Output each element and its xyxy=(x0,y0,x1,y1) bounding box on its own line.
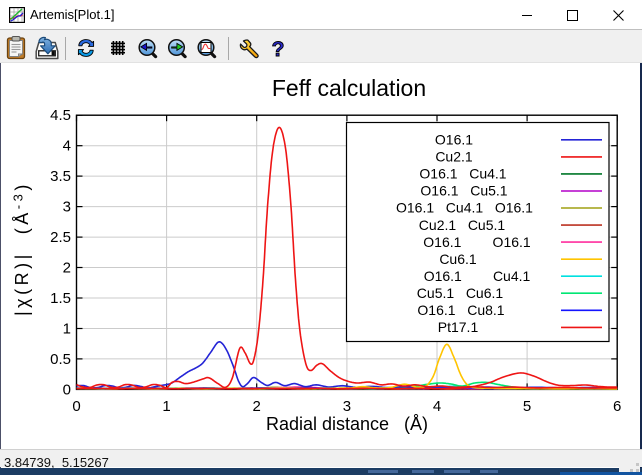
svg-text:3: 3 xyxy=(343,398,351,415)
svg-text:O16.1 Cu4.1: O16.1 Cu4.1 xyxy=(424,268,531,284)
svg-text:4: 4 xyxy=(63,138,71,155)
svg-text:4: 4 xyxy=(433,398,441,415)
svg-text:O16.1 O16.1: O16.1 O16.1 xyxy=(423,234,531,250)
svg-text:1: 1 xyxy=(162,398,170,415)
svg-text:1: 1 xyxy=(63,321,71,338)
svg-text:Cu2.1: Cu2.1 xyxy=(435,149,473,165)
svg-text:0.5: 0.5 xyxy=(50,351,71,368)
svg-text:O16.1 Cu8.1: O16.1 Cu8.1 xyxy=(417,302,504,318)
svg-text:2: 2 xyxy=(63,260,71,277)
svg-text:Cu6.1: Cu6.1 xyxy=(439,251,477,267)
svg-text:Feff calculation: Feff calculation xyxy=(272,75,426,101)
svg-text:2: 2 xyxy=(253,398,261,415)
svg-text:5: 5 xyxy=(523,398,531,415)
svg-text:O16.1: O16.1 xyxy=(435,132,473,148)
svg-text:3.5: 3.5 xyxy=(50,168,71,185)
svg-text:6: 6 xyxy=(613,398,621,415)
svg-text:4.5: 4.5 xyxy=(50,107,71,124)
svg-text:2.5: 2.5 xyxy=(50,229,71,246)
svg-text:O16.1 Cu4.1: O16.1 Cu4.1 xyxy=(419,166,506,182)
svg-text:0: 0 xyxy=(72,398,80,415)
svg-text:3: 3 xyxy=(63,199,71,216)
svg-text:O16.1 Cu5.1: O16.1 Cu5.1 xyxy=(420,183,507,199)
svg-text:Pt17.1: Pt17.1 xyxy=(438,319,479,335)
svg-text:1.5: 1.5 xyxy=(50,290,71,307)
svg-text:O16.1 Cu4.1 O16.1: O16.1 Cu4.1 O16.1 xyxy=(396,200,533,216)
svg-text:Cu2.1 Cu5.1: Cu2.1 Cu5.1 xyxy=(419,217,506,233)
svg-text:0: 0 xyxy=(63,381,71,398)
svg-text:Cu5.1 Cu6.1: Cu5.1 Cu6.1 xyxy=(417,285,504,301)
svg-text:|χ(R)| (Å-3): |χ(R)| (Å-3) xyxy=(11,181,33,316)
svg-text:?: ? xyxy=(272,38,285,61)
svg-text:Radial distance (Å): Radial distance (Å) xyxy=(266,414,428,434)
